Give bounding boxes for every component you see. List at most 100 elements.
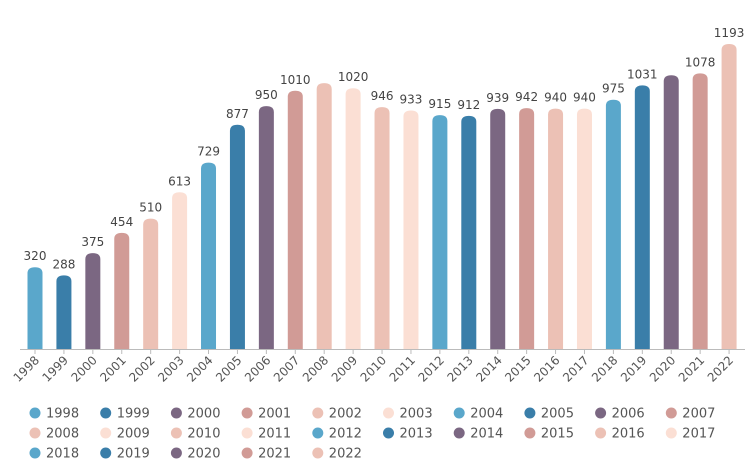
legend-label: 2015 [541, 427, 574, 442]
bar-2015[interactable] [519, 108, 535, 349]
legend-marker [312, 407, 324, 419]
legend-item-2016[interactable]: 2016 [595, 427, 645, 442]
legend-item-2000[interactable]: 2000 [170, 407, 221, 422]
legend-label: 2014 [470, 427, 503, 442]
legend-marker [665, 407, 677, 419]
data-label-2018: 975 [602, 82, 625, 96]
bar-2006[interactable] [258, 106, 274, 349]
bar-2019[interactable] [634, 85, 650, 349]
bars [27, 44, 737, 350]
legend-item-2018[interactable]: 2018 [29, 447, 80, 462]
x-tick-label-2020: 2020 [647, 353, 678, 384]
bar-2005[interactable] [229, 124, 245, 349]
legend-marker [312, 447, 324, 459]
legend-marker [595, 407, 607, 419]
bar-2008[interactable] [316, 83, 332, 350]
bar-2010[interactable] [374, 107, 390, 350]
legend-marker [29, 447, 41, 459]
legend-item-2002[interactable]: 2002 [312, 407, 362, 422]
legend-item-2009[interactable]: 2009 [100, 427, 150, 442]
x-tick-label-2003: 2003 [155, 353, 186, 384]
legend-item-2011[interactable]: 2011 [241, 427, 292, 442]
bar-2004[interactable] [201, 162, 217, 349]
bar-2018[interactable] [605, 99, 621, 349]
legend-label: 2007 [682, 407, 715, 422]
legend-marker [665, 427, 677, 439]
x-tick-label-2013: 2013 [444, 353, 475, 384]
bar-2003[interactable] [172, 192, 188, 349]
legend-item-2006[interactable]: 2006 [595, 407, 645, 422]
bar-2009[interactable] [345, 88, 361, 350]
legend-item-1998[interactable]: 1998 [29, 407, 80, 422]
legend-label: 2003 [400, 407, 433, 422]
data-label-2007: 1010 [280, 73, 311, 87]
bar-2017[interactable] [576, 108, 592, 349]
data-label-2014: 939 [486, 91, 509, 105]
bar-2021[interactable] [692, 73, 708, 350]
legend-label: 2022 [329, 447, 362, 462]
x-tick-label-2005: 2005 [213, 353, 244, 384]
bar-2022[interactable] [721, 44, 737, 349]
legend-label: 2002 [329, 407, 362, 422]
x-tick-label-2016: 2016 [531, 353, 562, 384]
bar-2007[interactable] [287, 90, 303, 350]
legend-marker [524, 407, 536, 419]
legend-item-2008[interactable]: 2008 [29, 427, 80, 442]
legend-label: 2011 [258, 427, 291, 442]
legend-item-2001[interactable]: 2001 [241, 407, 292, 422]
bar-2016[interactable] [548, 108, 564, 349]
legend-item-2005[interactable]: 2005 [524, 407, 574, 422]
legend-item-2021[interactable]: 2021 [241, 447, 292, 462]
legend-label: 2008 [46, 427, 79, 442]
data-label-2005: 877 [226, 107, 249, 121]
x-tick-label-2006: 2006 [242, 353, 273, 384]
data-label-2001: 454 [110, 215, 133, 229]
legend-marker [170, 447, 182, 459]
legend-item-2015[interactable]: 2015 [524, 427, 574, 442]
bar-2002[interactable] [143, 218, 159, 349]
data-label-2013: 912 [457, 98, 480, 112]
legend-item-1999[interactable]: 1999 [100, 407, 150, 422]
bar-2014[interactable] [490, 108, 506, 349]
legend-item-2010[interactable]: 2010 [170, 427, 221, 442]
legend-item-2020[interactable]: 2020 [170, 447, 221, 462]
legend-label: 2013 [400, 427, 433, 442]
bar-2011[interactable] [403, 110, 419, 349]
legend-marker [100, 447, 112, 459]
x-tick-label-2008: 2008 [300, 353, 331, 384]
bar-2020[interactable] [663, 75, 679, 349]
x-tick-label-2010: 2010 [358, 353, 389, 384]
legend-marker [595, 427, 607, 439]
legend-item-2019[interactable]: 2019 [100, 447, 150, 462]
x-tick-label-2004: 2004 [184, 353, 215, 384]
bar-1998[interactable] [27, 267, 43, 349]
legend-marker [100, 427, 112, 439]
legend-marker [170, 407, 182, 419]
legend-marker [383, 407, 394, 419]
legend-marker [100, 407, 112, 419]
legend-label: 1999 [117, 407, 150, 422]
legend-item-2012[interactable]: 2012 [312, 427, 362, 442]
data-label-2017: 940 [573, 91, 596, 105]
x-tick-label-2002: 2002 [126, 353, 157, 384]
legend-item-2022[interactable]: 2022 [312, 447, 362, 462]
bar-1999[interactable] [56, 275, 72, 349]
legend-marker [524, 427, 536, 439]
legend-item-2017[interactable]: 2017 [665, 427, 716, 442]
legend-label: 2009 [117, 427, 150, 442]
legend-item-2014[interactable]: 2014 [453, 427, 504, 442]
legend-marker [170, 427, 182, 439]
legend-item-2003[interactable]: 2003 [383, 407, 433, 422]
bar-2013[interactable] [461, 115, 477, 349]
data-label-2006: 950 [255, 88, 278, 102]
bar-2012[interactable] [432, 115, 448, 349]
legend-label: 2018 [46, 447, 79, 462]
bar-2000[interactable] [85, 253, 101, 349]
legend-marker [29, 427, 41, 439]
legend-label: 2006 [612, 407, 645, 422]
legend-item-2004[interactable]: 2004 [453, 407, 504, 422]
x-tick-label-2022: 2022 [705, 353, 736, 384]
legend-item-2013[interactable]: 2013 [383, 427, 433, 442]
bar-2001[interactable] [114, 232, 130, 349]
legend-item-2007[interactable]: 2007 [665, 407, 716, 422]
